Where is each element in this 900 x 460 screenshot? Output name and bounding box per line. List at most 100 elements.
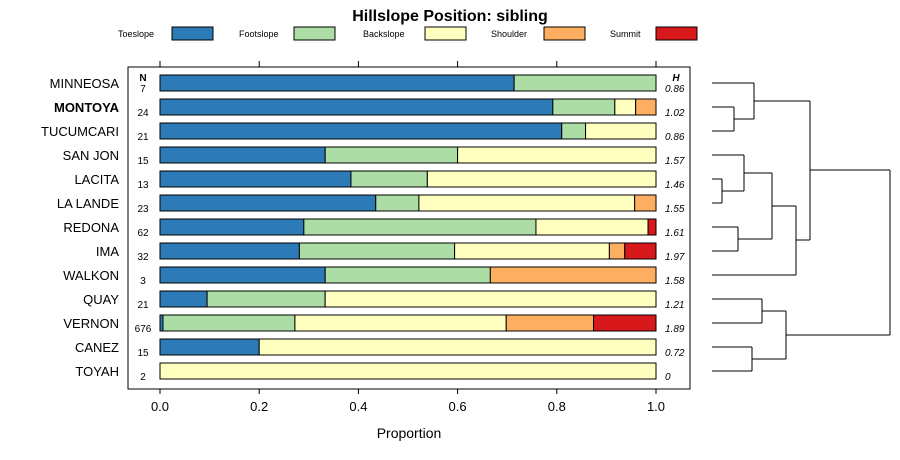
- bar-segment: [634, 194, 657, 212]
- h-value: 0: [665, 372, 671, 383]
- bar-segment: [505, 314, 595, 332]
- bar-segment: [350, 170, 428, 188]
- category-label: IMA: [96, 244, 119, 259]
- bar-segment: [585, 122, 657, 140]
- legend-swatch: [655, 26, 698, 41]
- bar-segment: [324, 146, 459, 164]
- legend-label: Shoulder: [491, 29, 527, 39]
- plot-frame: [127, 66, 691, 390]
- bar-rows: MINNEOSA 7 0.86 MONTOYA 24 1.02 TUCUMCARI 21 0.8…: [41, 74, 685, 383]
- category-label: QUAY: [83, 292, 119, 307]
- dendrogram-branch: [712, 173, 810, 276]
- bar-segment: [614, 98, 637, 116]
- legend-label: Footslope: [239, 29, 279, 39]
- legend-label: Backslope: [363, 29, 405, 39]
- bar-segment: [375, 194, 420, 212]
- bar-segment: [258, 338, 657, 356]
- h-value: 0.86: [665, 132, 685, 143]
- bar-segment: [324, 266, 491, 284]
- category-label: REDONA: [63, 220, 119, 235]
- bar-segment: [454, 242, 610, 260]
- n-value: 32: [137, 252, 149, 263]
- h-header: H: [672, 73, 680, 84]
- n-value: 7: [140, 84, 146, 95]
- bar-segment: [159, 170, 352, 188]
- n-value: 676: [135, 324, 152, 335]
- n-header: N: [139, 73, 146, 84]
- h-value: 1.89: [665, 324, 685, 335]
- bar-segment: [159, 122, 563, 140]
- bar-segment: [162, 314, 296, 332]
- bar-segment: [159, 98, 554, 116]
- category-label: VERNON: [63, 316, 119, 331]
- bar-segment: [552, 98, 616, 116]
- dendrogram-branch: [712, 154, 772, 204]
- legend-label: Summit: [610, 29, 641, 39]
- bar-segment: [206, 290, 326, 308]
- bar-segment: [159, 362, 657, 380]
- h-value: 1.55: [665, 204, 685, 215]
- n-value: 23: [137, 204, 149, 215]
- legend-swatch: [424, 26, 467, 41]
- dendrogram-branch: [712, 82, 810, 132]
- category-label: TOYAH: [75, 364, 119, 379]
- dendrogram-branch: [712, 170, 891, 372]
- bar-segment: [457, 146, 657, 164]
- n-value: 24: [137, 108, 149, 119]
- chart-title: Hillslope Position: sibling: [352, 8, 548, 25]
- x-tick-label: 0.2: [250, 399, 268, 414]
- legend: Toeslope Footslope Backslope Shoulder Summit: [118, 26, 698, 41]
- n-value: 62: [137, 228, 149, 239]
- bar-segment: [294, 314, 507, 332]
- bar-segment: [159, 74, 515, 92]
- bar-segment: [303, 218, 537, 236]
- category-label: WALKON: [63, 268, 119, 283]
- n-value: 3: [140, 276, 146, 287]
- x-axis-title: Proportion: [377, 425, 442, 441]
- dendrogram: [712, 82, 891, 372]
- bar-segment: [489, 266, 657, 284]
- h-value: 1.46: [665, 180, 685, 191]
- n-value: 15: [137, 156, 149, 167]
- category-label: CANEZ: [75, 340, 119, 355]
- bar-segment: [298, 242, 456, 260]
- bar-segment: [159, 266, 326, 284]
- h-value: 0.72: [665, 348, 685, 359]
- category-label: LA LANDE: [57, 196, 119, 211]
- legend-swatch: [171, 26, 214, 41]
- dendrogram-branch: [809, 101, 890, 240]
- bar-segment: [159, 242, 300, 260]
- x-tick-label: 0.0: [151, 399, 169, 414]
- n-value: 21: [137, 132, 149, 143]
- bar-segment: [561, 122, 587, 140]
- h-value: 1.21: [665, 300, 684, 311]
- category-label: MONTOYA: [54, 100, 120, 115]
- x-tick-label: 0.4: [349, 399, 367, 414]
- x-axis: 0.0 0.2 0.4 0.6 0.8 1.0: [151, 61, 665, 414]
- bar-segment: [159, 218, 305, 236]
- legend-label: Toeslope: [118, 29, 154, 39]
- h-value: 0.86: [665, 84, 685, 95]
- n-value: 15: [137, 348, 149, 359]
- category-label: LACITA: [74, 172, 119, 187]
- h-value: 1.02: [665, 108, 685, 119]
- legend-swatch: [543, 26, 586, 41]
- bar-segment: [159, 194, 377, 212]
- bar-segment: [159, 290, 208, 308]
- category-label: TUCUMCARI: [41, 124, 119, 139]
- bar-segment: [593, 314, 657, 332]
- bar-segment: [513, 74, 657, 92]
- n-value: 21: [137, 300, 149, 311]
- bar-segment: [624, 242, 657, 260]
- n-value: 13: [137, 180, 149, 191]
- bar-segment: [608, 242, 626, 260]
- bar-segment: [159, 146, 326, 164]
- h-value: 1.97: [665, 252, 685, 263]
- h-value: 1.61: [665, 228, 684, 239]
- x-tick-label: 1.0: [647, 399, 665, 414]
- bar-segment: [418, 194, 636, 212]
- bar-segment: [635, 98, 657, 116]
- bar-segment: [426, 170, 657, 188]
- h-value: 1.58: [665, 276, 685, 287]
